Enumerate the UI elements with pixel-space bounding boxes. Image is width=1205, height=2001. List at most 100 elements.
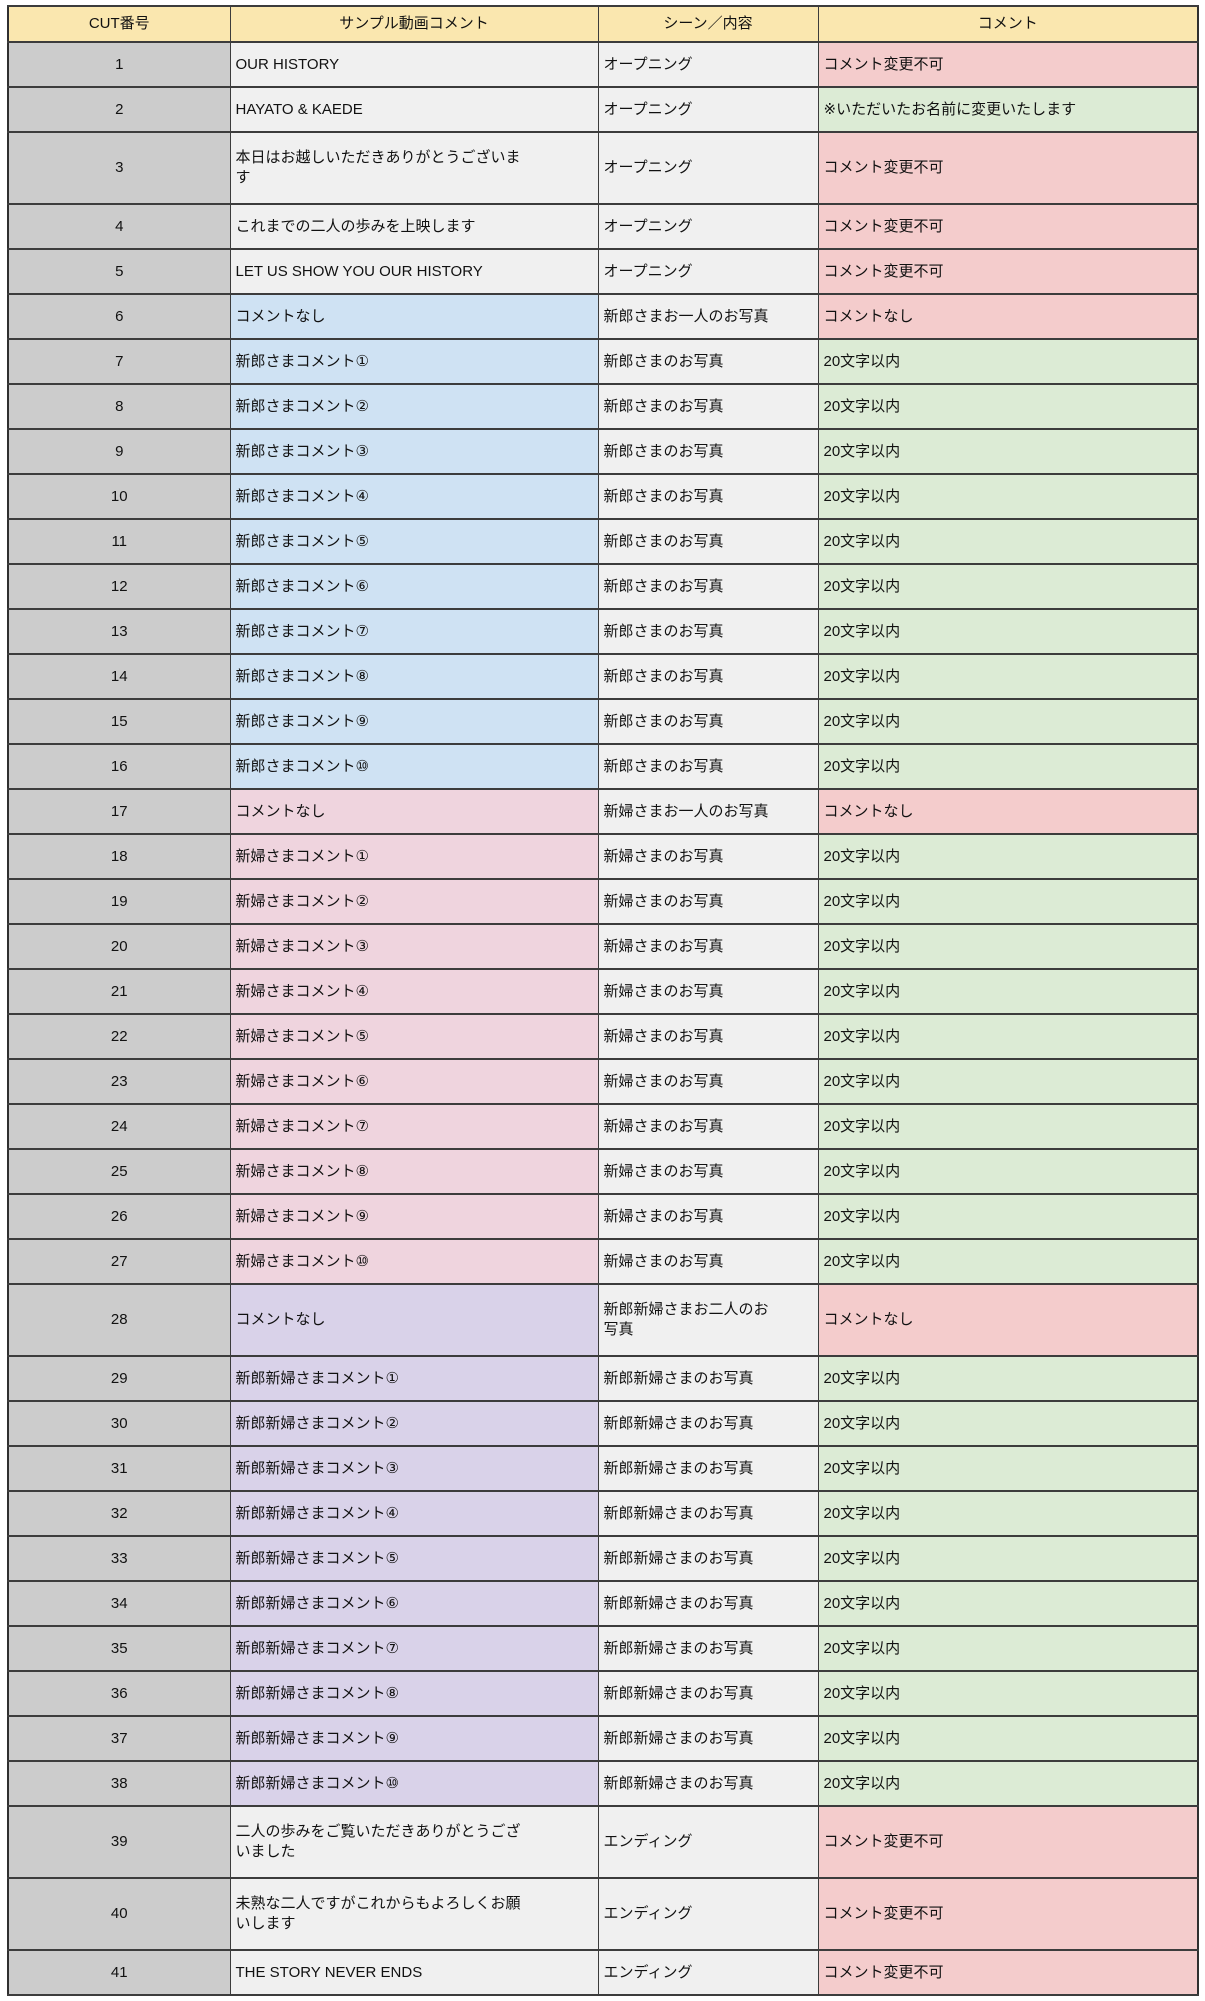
sample-comment-cell: 新郎さまコメント⑩ — [229, 743, 599, 790]
table-row: 24 新婦さまコメント⑦ 新婦さまのお写真 20文字以内 — [7, 1103, 1199, 1150]
sample-comment-cell: 新郎新婦さまコメント⑧ — [229, 1670, 599, 1717]
scene-cell: 新郎さまのお写真 — [597, 383, 819, 430]
sample-comment-cell: 新郎さまコメント③ — [229, 428, 599, 475]
table-row: 23 新婦さまコメント⑥ 新婦さまのお写真 20文字以内 — [7, 1058, 1199, 1105]
scene-cell: オープニング — [597, 203, 819, 250]
sample-comment-cell: HAYATO & KAEDE — [229, 86, 599, 133]
cut-number-cell: 32 — [7, 1490, 231, 1537]
comment-cell: コメントなし — [817, 293, 1199, 340]
sample-comment-cell: OUR HISTORY — [229, 41, 599, 88]
scene-cell: 新婦さまお一人のお写真 — [597, 788, 819, 835]
scene-cell: 新郎さまのお写真 — [597, 608, 819, 655]
comment-cell: コメント変更不可 — [817, 41, 1199, 88]
cut-number-cell: 15 — [7, 698, 231, 745]
cut-number-cell: 23 — [7, 1058, 231, 1105]
cut-number-cell: 35 — [7, 1625, 231, 1672]
table-row: 38 新郎新婦さまコメント⑩ 新郎新婦さまのお写真 20文字以内 — [7, 1760, 1199, 1807]
table-row: 21 新婦さまコメント④ 新婦さまのお写真 20文字以内 — [7, 968, 1199, 1015]
comment-cell: 20文字以内 — [817, 1760, 1199, 1807]
scene-cell: 新郎新婦さまのお写真 — [597, 1580, 819, 1627]
cut-number-cell: 25 — [7, 1148, 231, 1195]
scene-cell: 新郎さまのお写真 — [597, 518, 819, 565]
header-sample-comment: サンプル動画コメント — [229, 5, 599, 43]
sample-comment-cell: 新郎新婦さまコメント⑥ — [229, 1580, 599, 1627]
table-row: 4 これまでの二人の歩みを上映します オープニング コメント変更不可 — [7, 203, 1199, 250]
comment-cell: 20文字以内 — [817, 1355, 1199, 1402]
sample-comment-cell: THE STORY NEVER ENDS — [229, 1949, 599, 1996]
scene-cell: 新郎さまのお写真 — [597, 653, 819, 700]
table-row: 26 新婦さまコメント⑨ 新婦さまのお写真 20文字以内 — [7, 1193, 1199, 1240]
cut-number-cell: 3 — [7, 131, 231, 205]
scene-cell: 新婦さまのお写真 — [597, 1058, 819, 1105]
table-row: 29 新郎新婦さまコメント① 新郎新婦さまのお写真 20文字以内 — [7, 1355, 1199, 1402]
scene-cell: 新郎さまお一人のお写真 — [597, 293, 819, 340]
scene-cell: 新郎新婦さまのお写真 — [597, 1400, 819, 1447]
scene-cell: 新婦さまのお写真 — [597, 1238, 819, 1285]
cut-number-cell: 7 — [7, 338, 231, 385]
scene-cell: 新婦さまのお写真 — [597, 1193, 819, 1240]
sample-comment-cell: 二人の歩みをご覧いただきありがとうござ いました — [229, 1805, 599, 1879]
table-row: 37 新郎新婦さまコメント⑨ 新郎新婦さまのお写真 20文字以内 — [7, 1715, 1199, 1762]
sample-comment-cell: 新婦さまコメント② — [229, 878, 599, 925]
table-row: 7 新郎さまコメント① 新郎さまのお写真 20文字以内 — [7, 338, 1199, 385]
sample-comment-cell: 新婦さまコメント⑩ — [229, 1238, 599, 1285]
table-row: 10 新郎さまコメント④ 新郎さまのお写真 20文字以内 — [7, 473, 1199, 520]
comment-cell: 20文字以内 — [817, 1058, 1199, 1105]
scene-cell: 新婦さまのお写真 — [597, 1103, 819, 1150]
cut-number-cell: 17 — [7, 788, 231, 835]
sample-comment-cell: 新婦さまコメント⑨ — [229, 1193, 599, 1240]
scene-cell: 新婦さまのお写真 — [597, 1013, 819, 1060]
cut-number-cell: 4 — [7, 203, 231, 250]
comment-cell: 20文字以内 — [817, 563, 1199, 610]
sample-comment-cell: 新郎新婦さまコメント⑩ — [229, 1760, 599, 1807]
cut-number-cell: 20 — [7, 923, 231, 970]
comment-cell: 20文字以内 — [817, 1148, 1199, 1195]
comment-cell: 20文字以内 — [817, 383, 1199, 430]
comment-cell: 20文字以内 — [817, 743, 1199, 790]
scene-cell: オープニング — [597, 131, 819, 205]
cut-number-cell: 18 — [7, 833, 231, 880]
sample-comment-cell: 新郎新婦さまコメント① — [229, 1355, 599, 1402]
table-row: 3 本日はお越しいただきありがとうございま す オープニング コメント変更不可 — [7, 131, 1199, 205]
cut-number-cell: 40 — [7, 1877, 231, 1951]
sample-comment-cell: 新郎さまコメント⑤ — [229, 518, 599, 565]
cut-number-cell: 5 — [7, 248, 231, 295]
scene-cell: 新郎新婦さまのお写真 — [597, 1625, 819, 1672]
scene-cell: 新郎新婦さまのお写真 — [597, 1490, 819, 1537]
table-row: 25 新婦さまコメント⑧ 新婦さまのお写真 20文字以内 — [7, 1148, 1199, 1195]
table-row: 34 新郎新婦さまコメント⑥ 新郎新婦さまのお写真 20文字以内 — [7, 1580, 1199, 1627]
table-row: 31 新郎新婦さまコメント③ 新郎新婦さまのお写真 20文字以内 — [7, 1445, 1199, 1492]
comment-cell: 20文字以内 — [817, 1445, 1199, 1492]
comment-cell: 20文字以内 — [817, 1400, 1199, 1447]
table-row: 6 コメントなし 新郎さまお一人のお写真 コメントなし — [7, 293, 1199, 340]
scene-cell: 新郎さまのお写真 — [597, 428, 819, 475]
comment-cell: コメント変更不可 — [817, 1949, 1199, 1996]
cut-number-cell: 39 — [7, 1805, 231, 1879]
comment-cell: 20文字以内 — [817, 518, 1199, 565]
comment-cell: 20文字以内 — [817, 1238, 1199, 1285]
cut-number-cell: 10 — [7, 473, 231, 520]
scene-cell: 新郎新婦さまのお写真 — [597, 1670, 819, 1717]
sample-comment-cell: 未熟な二人ですがこれからもよろしくお願 いします — [229, 1877, 599, 1951]
scene-cell: 新郎さまのお写真 — [597, 338, 819, 385]
scene-cell: エンディング — [597, 1949, 819, 1996]
sample-comment-cell: 新郎さまコメント④ — [229, 473, 599, 520]
comment-cell: 20文字以内 — [817, 473, 1199, 520]
table-row: 17 コメントなし 新婦さまお一人のお写真 コメントなし — [7, 788, 1199, 835]
table-row: 30 新郎新婦さまコメント② 新郎新婦さまのお写真 20文字以内 — [7, 1400, 1199, 1447]
cut-number-cell: 36 — [7, 1670, 231, 1717]
sample-comment-cell: 新婦さまコメント⑤ — [229, 1013, 599, 1060]
table-row: 15 新郎さまコメント⑨ 新郎さまのお写真 20文字以内 — [7, 698, 1199, 745]
cut-number-cell: 38 — [7, 1760, 231, 1807]
scene-cell: 新婦さまのお写真 — [597, 968, 819, 1015]
comment-cell: 20文字以内 — [817, 1580, 1199, 1627]
scene-cell: 新郎新婦さまお二人のお 写真 — [597, 1283, 819, 1357]
comment-cell: コメントなし — [817, 1283, 1199, 1357]
table-row: 12 新郎さまコメント⑥ 新郎さまのお写真 20文字以内 — [7, 563, 1199, 610]
table-row: 35 新郎新婦さまコメント⑦ 新郎新婦さまのお写真 20文字以内 — [7, 1625, 1199, 1672]
cut-number-cell: 1 — [7, 41, 231, 88]
scene-cell: 新婦さまのお写真 — [597, 923, 819, 970]
cut-number-cell: 29 — [7, 1355, 231, 1402]
comment-cell: 20文字以内 — [817, 968, 1199, 1015]
table-row: 19 新婦さまコメント② 新婦さまのお写真 20文字以内 — [7, 878, 1199, 925]
